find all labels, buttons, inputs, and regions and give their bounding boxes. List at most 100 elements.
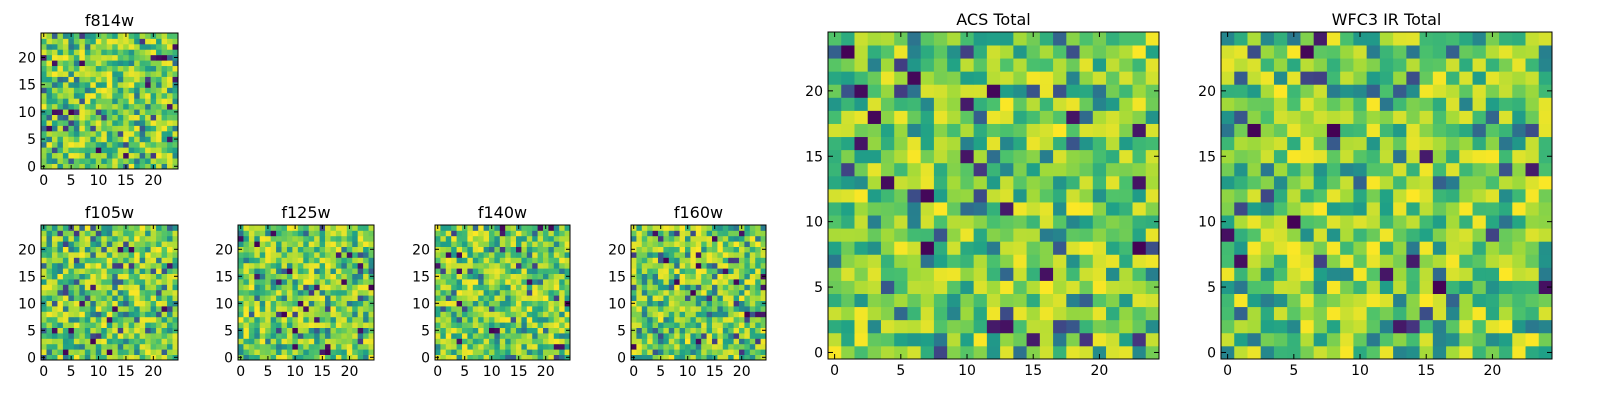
heatmap-cell [1300,293,1315,308]
heatmap-cell [647,300,653,307]
heatmap-cell [1353,175,1368,190]
heatmap-cell [1273,254,1288,268]
heatmap-cell [1221,215,1235,229]
heatmap-cell [308,316,315,323]
heatmap-cell [281,241,288,247]
heatmap-cell [1013,345,1027,360]
heatmap-cell [841,149,855,164]
heatmap-cell [112,43,119,50]
heatmap-cell [243,246,250,253]
heatmap-cell [435,241,441,247]
heatmap-cell [101,130,108,137]
heatmap-cell [658,257,664,264]
heatmap-cell [679,354,686,361]
heatmap-cell [668,268,675,274]
heatmap-cell [1459,215,1473,229]
heatmap-cell [1538,58,1553,72]
heatmap-cell [281,279,288,285]
heatmap-cell [265,268,272,274]
heatmap-cell [894,175,908,190]
heatmap-cell [494,300,501,307]
heatmap-cell [325,333,331,339]
heatmap-cell [1406,97,1420,111]
heatmap-cell [95,349,102,355]
heatmap-cell [722,284,729,291]
heatmap-cell [117,316,124,323]
heatmap-cell [1525,332,1540,347]
heatmap-cell [84,163,91,170]
heatmap-cell [440,241,447,247]
heatmap-cell [532,289,538,296]
heatmap-cell [1000,215,1014,229]
heatmap-cell [1132,136,1147,151]
heatmap-cell [973,228,988,242]
heatmap-cell [248,349,255,355]
heatmap-cell [867,280,882,294]
heatmap-cell [920,110,935,124]
heatmap-cell [161,98,168,105]
heatmap-cell [1393,45,1407,59]
heatmap-cell [73,141,80,148]
heatmap-cell [139,76,146,83]
heatmap-cell [1446,293,1460,308]
heatmap-cell [84,33,91,39]
heatmap-cell [489,333,495,339]
heatmap-cell [1300,345,1315,360]
heatmap-cell [462,246,468,253]
heatmap-cell [134,54,141,61]
heatmap-cell [440,295,447,301]
heatmap-cell [548,230,555,237]
heatmap-cell [286,262,293,269]
heatmap-cell [172,103,179,110]
heatmap-cell [880,71,895,85]
heatmap-cell [281,349,288,355]
heatmap-cell [101,327,108,334]
heatmap-cell [346,316,353,323]
heatmap-cell [631,284,637,291]
heatmap-cell [1379,215,1394,229]
heatmap-cell [254,225,261,231]
heatmap-cell [722,349,729,355]
heatmap-cell [663,284,670,291]
heatmap-cell [90,246,97,253]
heatmap-cell [701,225,707,231]
heatmap-cell [652,235,659,242]
heatmap-cell [106,316,113,323]
heatmap-cell [46,103,53,110]
heatmap-cell [456,225,463,231]
heatmap-cell [641,349,648,355]
heatmap-cell [46,54,53,61]
heatmap-cell [79,235,86,242]
heatmap-cell [1221,71,1235,85]
heatmap-cell [674,333,680,339]
heatmap-cell [335,354,342,361]
heatmap-cell [744,268,751,274]
heatmap-cell [548,241,555,247]
heatmap-cell [106,163,113,170]
heatmap-cell [51,43,58,50]
heatmap-cell [880,267,895,281]
heatmap-cell [90,43,97,50]
heatmap-cell [478,333,484,339]
heatmap-cell [51,114,58,121]
heatmap-cell [341,252,348,258]
heatmap-cell [695,338,702,345]
heatmap-cell [1221,97,1235,111]
heatmap-cell [101,300,108,307]
heatmap-cell [1247,110,1262,124]
heatmap-cell [986,202,1001,216]
x-tick-label: 0 [39,364,48,380]
heatmap-cell [679,225,686,231]
heatmap-cell [744,246,751,253]
heatmap-cell [456,322,463,328]
heatmap-cell [145,33,151,39]
heatmap-cell [161,125,168,132]
heatmap-cell [128,349,135,355]
heatmap-cell [1066,215,1080,229]
heatmap-cell [717,338,724,345]
heatmap-cell [933,97,948,111]
heatmap-cell [559,279,565,285]
heatmap-cell [73,279,80,285]
heatmap-cell [112,300,119,307]
heatmap-cell [521,268,528,274]
